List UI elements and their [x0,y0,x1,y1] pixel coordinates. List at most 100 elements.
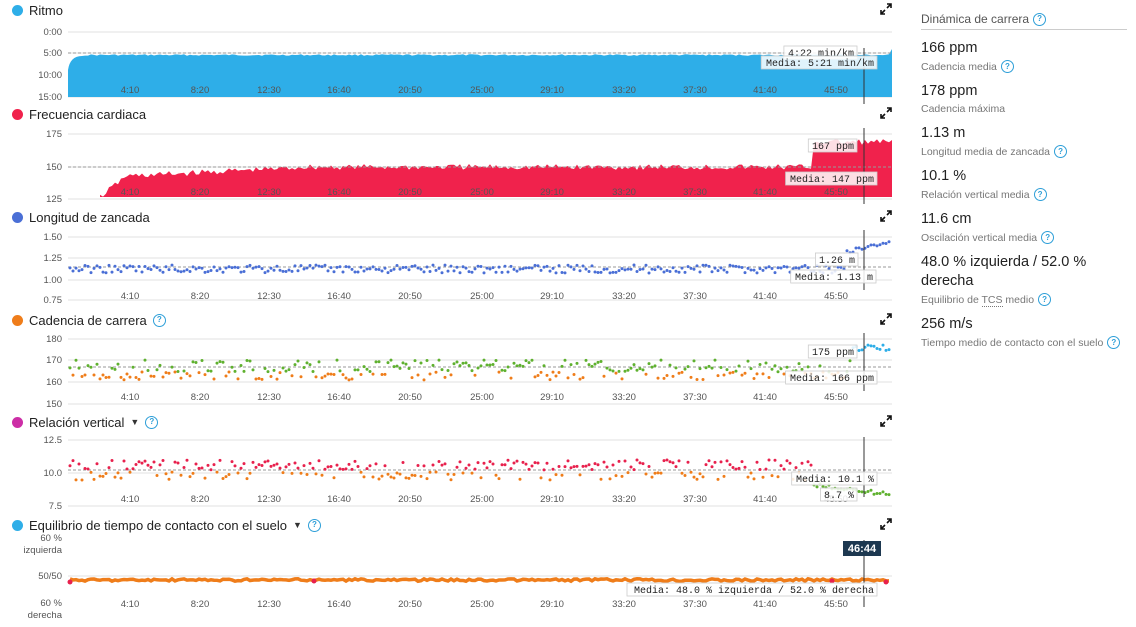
help-icon[interactable]: ? [1054,145,1068,158]
chart-title[interactable]: Ritmo [12,0,63,20]
dropdown-caret-icon[interactable]: ▼ [293,520,302,530]
help-icon[interactable]: ? [1038,293,1052,306]
data-point [188,270,192,274]
chart-title[interactable]: Cadencia de carrera? [12,310,166,330]
legend-dot-icon[interactable] [12,108,23,120]
data-point [128,375,132,379]
plot-area[interactable]: 12.5 10.0 7.5 4:10 8:20 12:30 16:40 20:50 25:00 2… [0,412,900,522]
data-point [869,344,873,348]
metric-avg-gct-balance: 48.0 % izquierda / 52.0 % derecha Equili… [921,253,1127,307]
data-point [155,266,159,270]
chart-title[interactable]: Relación vertical ▼? [12,412,159,432]
dropdown-caret-icon[interactable]: ▼ [130,417,140,427]
data-point [464,466,468,470]
data-point [224,266,228,270]
help-icon[interactable]: ? [145,415,159,429]
data-point [470,369,474,373]
plot-area[interactable]: 1.50 1.25 1.00 0.75 4:10 8:20 12:30 16:40 20:50 2… [0,207,900,317]
data-point [92,477,96,481]
data-point [320,265,324,269]
data-point [611,369,615,373]
plot-area[interactable]: 180 170 160 150 4:10 8:20 12:30 16:40 20:50 25:00… [0,310,900,420]
data-point [227,265,231,269]
data-point [491,266,495,270]
legend-dot-icon[interactable] [12,211,23,223]
data-point [179,473,183,477]
data-point [389,475,393,479]
expand-icon[interactable] [880,518,892,530]
data-point [731,370,735,374]
data-point [644,263,648,267]
help-icon[interactable]: ? [1107,336,1121,349]
expand-icon[interactable] [880,107,892,119]
data-point [632,468,636,472]
data-point [434,268,438,272]
expand-icon[interactable] [880,3,892,15]
plot-area[interactable]: 175 150 125 4:10 8:20 12:30 16:40 20:50 25:00 29:… [0,104,900,214]
data-point [518,267,522,271]
data-point [71,373,75,377]
legend-dot-icon[interactable] [12,314,23,326]
data-point [377,477,381,481]
data-point [875,347,879,351]
expand-icon[interactable] [880,415,892,427]
data-point [338,369,342,373]
data-point [644,472,648,476]
legend-dot-icon[interactable] [12,416,23,428]
data-point [551,266,555,270]
data-point [422,270,426,274]
help-icon[interactable]: ? [152,313,166,327]
data-point [479,364,483,368]
data-point [551,467,555,471]
data-point [857,246,861,250]
expand-icon[interactable] [880,313,892,325]
help-icon[interactable]: ? [1033,12,1047,26]
data-point [698,270,702,274]
x-tick-label: 4:10 [121,291,140,302]
y-tick-label: izquierda [23,545,62,556]
data-point [347,462,351,466]
svg-text:Media: 147 ppm: Media: 147 ppm [790,174,874,186]
help-icon[interactable]: ? [1041,231,1055,244]
expand-icon[interactable] [880,210,892,222]
data-point [263,271,267,275]
data-point [686,265,690,269]
help-icon[interactable]: ? [1033,188,1047,201]
data-point [653,471,657,475]
data-point [128,264,132,268]
data-point [149,465,153,469]
data-point [728,263,732,267]
help-icon[interactable]: ? [307,518,321,532]
data-point [371,265,375,269]
data-point [98,377,102,381]
data-point [197,371,201,375]
data-point [596,270,600,274]
data-point [725,270,729,274]
legend-dot-icon[interactable] [12,4,23,16]
data-point [872,243,876,247]
data-point [206,369,210,373]
data-point [829,578,835,584]
data-point [170,470,174,474]
data-point [620,267,624,271]
data-point [212,265,216,269]
data-point [698,472,702,476]
chart-title[interactable]: Longitud de zancada [12,207,150,227]
data-point [392,476,396,480]
x-tick-label: 12:30 [257,494,281,505]
data-point [716,269,720,273]
data-point [482,461,486,465]
running-dynamics-panel: Dinámica de carrera ? 166 ppm Cadencia m… [921,8,1127,349]
chart-title[interactable]: Frecuencia cardiaca [12,104,146,124]
legend-dot-icon[interactable] [12,519,23,531]
help-icon[interactable]: ? [1000,60,1014,73]
data-point [350,377,354,381]
data-point [746,475,750,479]
data-point [413,359,417,363]
chart-title[interactable]: Equilibrio de tiempo de contacto con el … [12,515,321,535]
data-point [386,361,390,365]
plot-area[interactable]: 0:00 5:00 10:00 15:00 4:10 8:20 12:30 16:40 20:5… [0,0,900,110]
data-point [67,579,73,585]
data-point [527,467,531,471]
